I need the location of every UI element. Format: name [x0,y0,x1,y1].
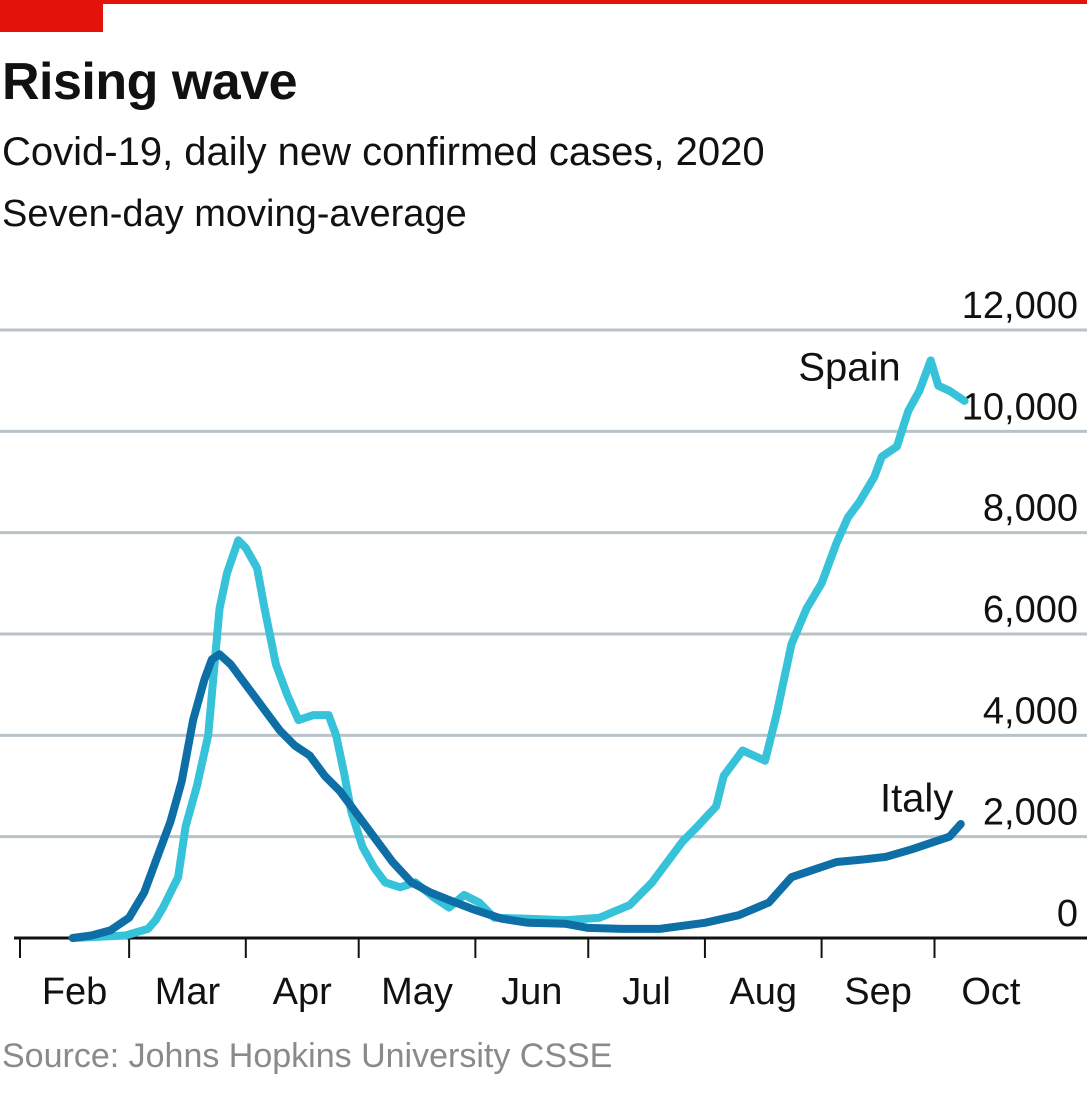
x-tick-label: Jul [622,971,671,1013]
x-tick-label: Sep [844,971,912,1013]
series-lines [68,356,969,942]
chart-note: Seven-day moving-average [2,193,467,235]
x-tick-label: Oct [961,971,1021,1013]
x-axis: Feb Mar Apr May Jun Jul Aug Sep Oct [14,936,1087,1013]
chart-title: Rising wave [2,53,298,111]
y-tick-label: 10,000 [962,386,1078,428]
chart-subtitle: Covid-19, daily new confirmed cases, 202… [2,130,765,174]
x-tick-label: Jun [501,971,562,1013]
accent-top-rule [0,0,1087,4]
x-tick-label: Aug [729,971,797,1013]
x-tick-label: May [381,971,453,1013]
y-tick-label: 6,000 [983,589,1078,631]
x-tick-label: Mar [155,971,221,1013]
series-line-italy [68,650,965,942]
series-label-spain: Spain [798,346,900,390]
accent-tag [0,0,103,32]
x-tick-label: Apr [273,971,332,1013]
source-note: Source: Johns Hopkins University CSSE [2,1037,613,1075]
y-tick-label: 0 [1057,893,1078,935]
y-tick-label: 12,000 [962,285,1078,327]
y-axis-ticks: 0 2,000 4,000 6,000 8,000 10,000 12,000 [962,285,1078,935]
y-tick-label: 4,000 [983,690,1078,732]
series-label-italy: Italy [880,776,953,820]
y-tick-label: 2,000 [983,792,1078,834]
series-labels: Spain Italy [798,346,953,821]
gridlines [0,328,1087,839]
y-tick-label: 8,000 [983,488,1078,530]
series-line-spain [68,356,969,942]
x-tick-label: Feb [42,971,107,1013]
